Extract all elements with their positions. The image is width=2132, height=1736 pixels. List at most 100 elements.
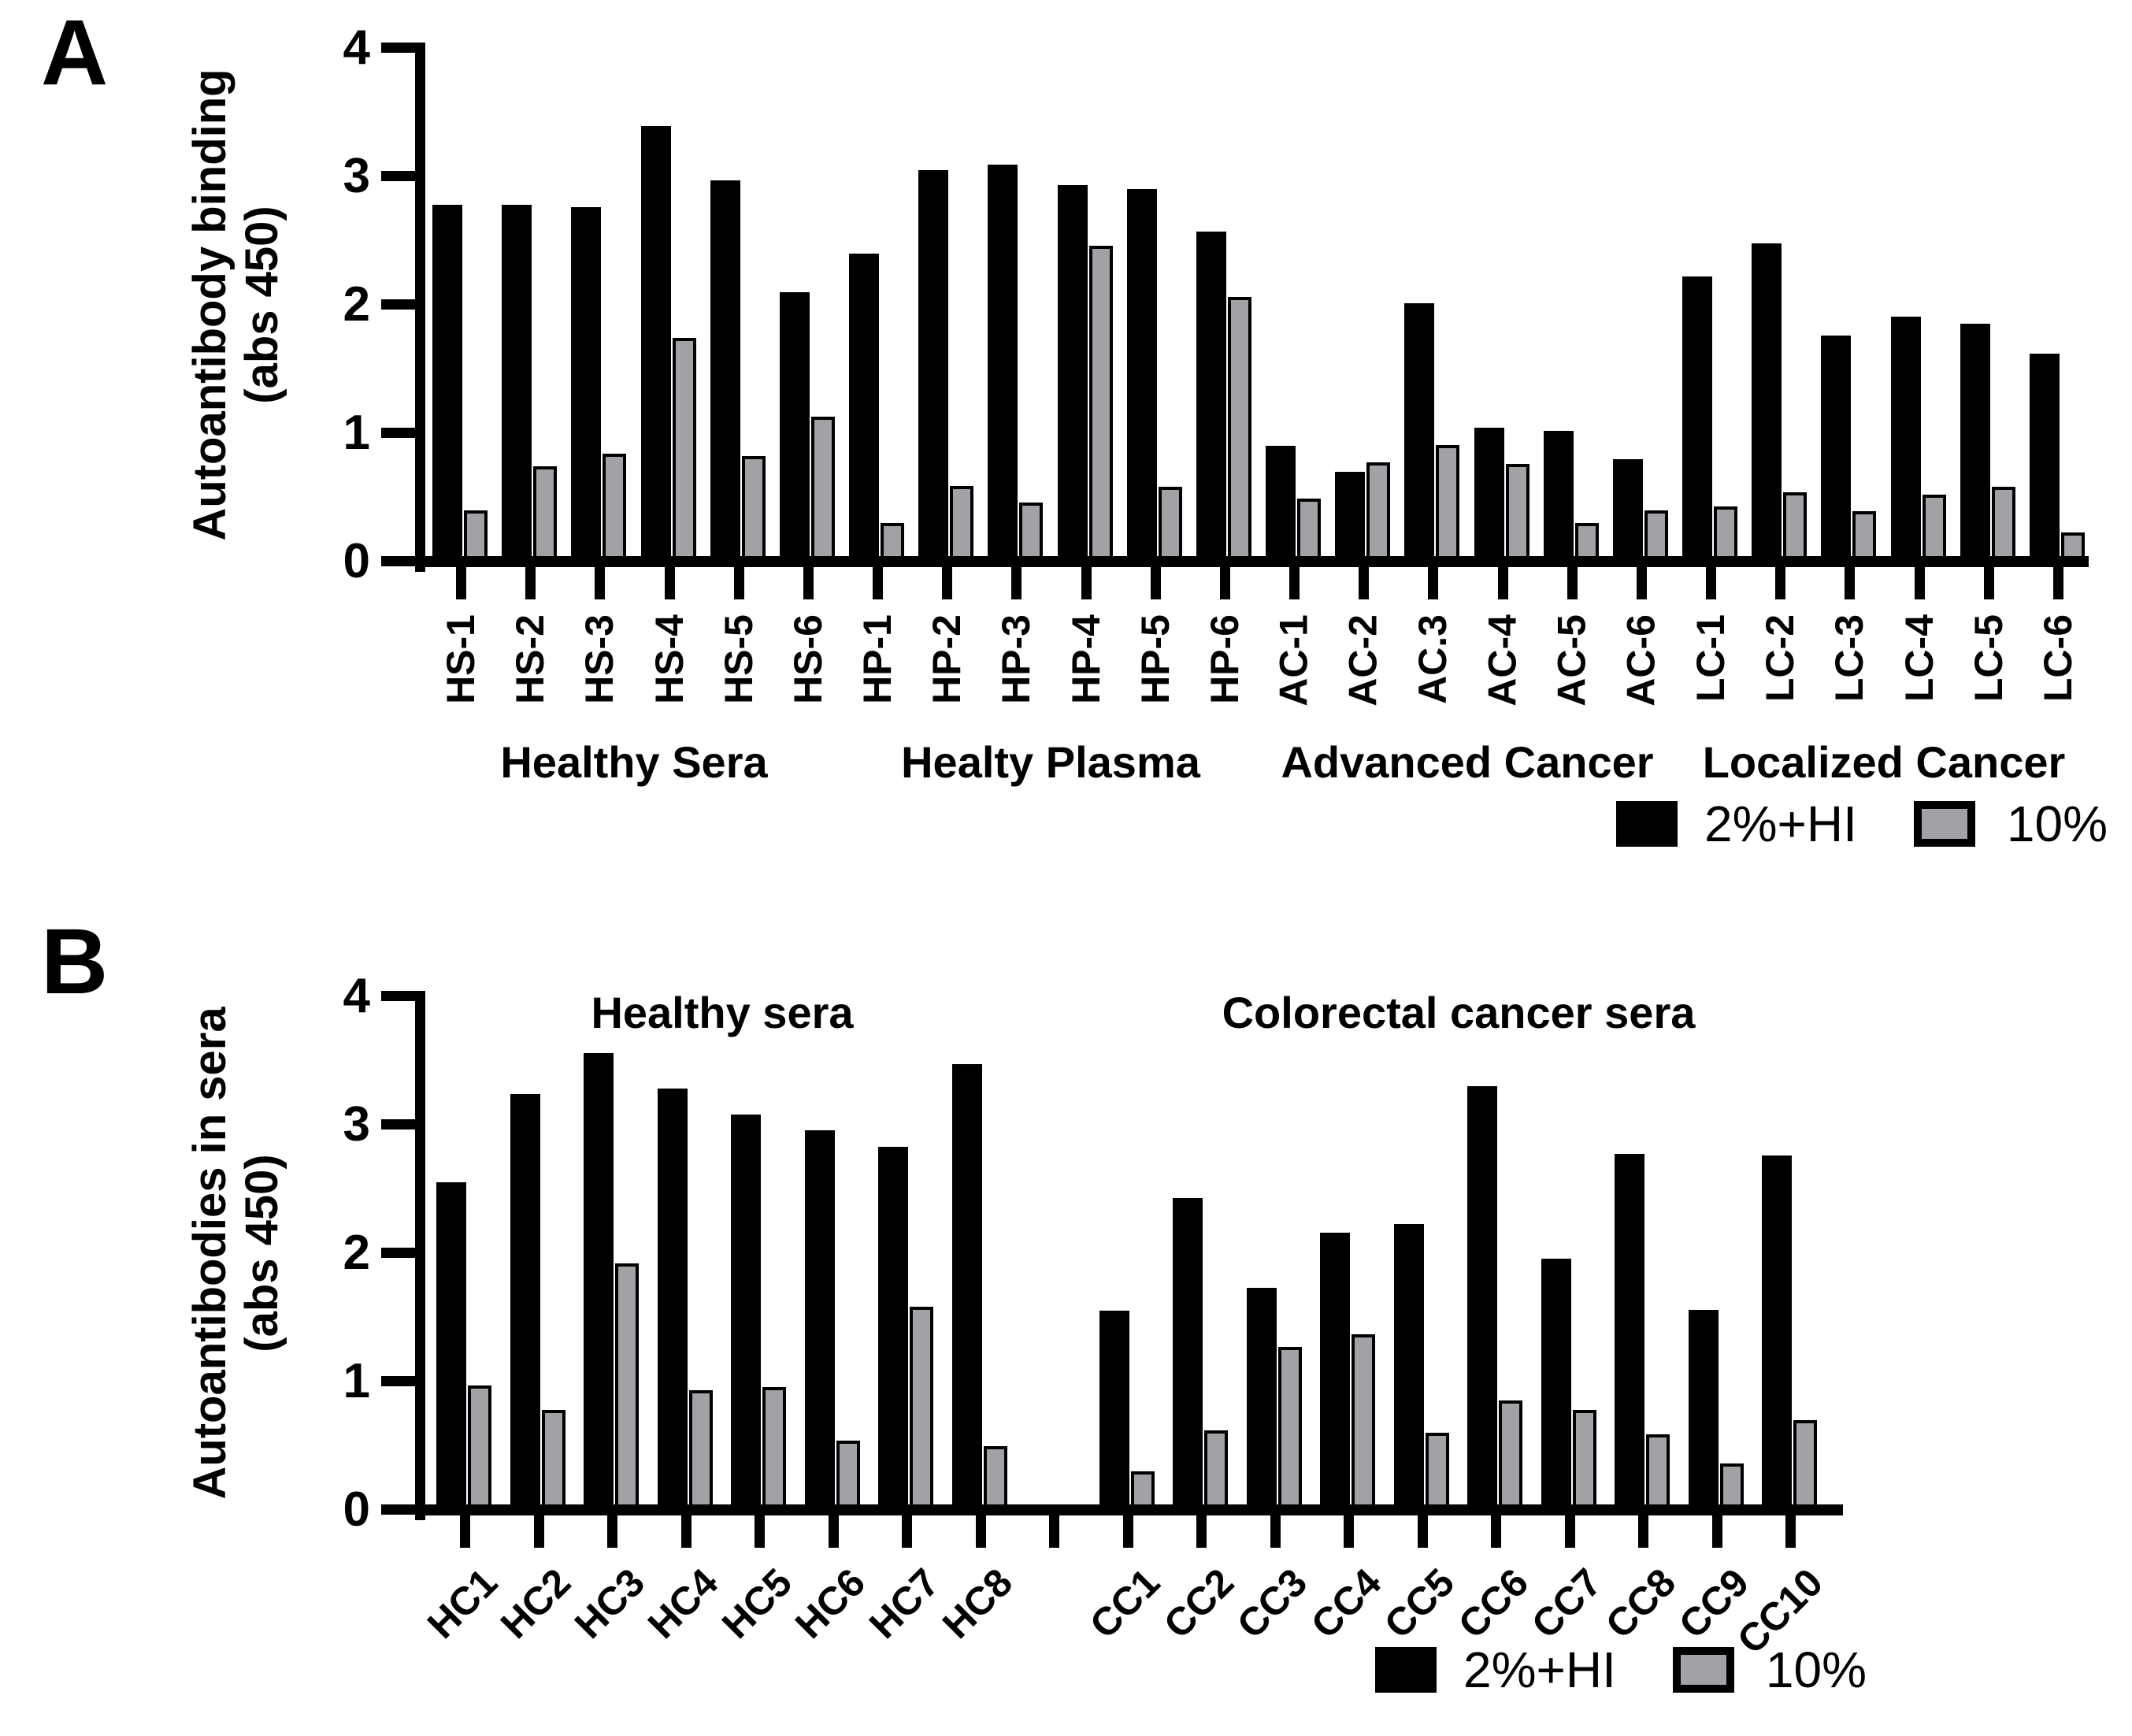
panel-b-x-label-HC4: HC4 <box>639 1560 727 1647</box>
bar-series2-CC8 <box>1646 1434 1670 1510</box>
bar-series1-LC-4 <box>1891 317 1921 562</box>
bar-series1-CC8 <box>1615 1154 1644 1510</box>
panel-a-x-label-HP-6: HP-6 <box>1203 614 1247 704</box>
panel-b-y-tick-label-1: 1 <box>343 1354 370 1408</box>
bar-series2-HS-6 <box>811 417 835 562</box>
bar-series1-HC3 <box>584 1053 614 1510</box>
panel-a-x-label-HS-1: HS-1 <box>439 614 483 704</box>
panel-a-x-tickmark-8 <box>1011 566 1022 599</box>
panel-a-x-tickmark-18 <box>1706 566 1716 599</box>
bar-series1-LC-2 <box>1752 243 1782 562</box>
panel-a-y-axis <box>415 43 425 572</box>
legend-label-series2: 10% <box>2006 796 2108 852</box>
bar-series2-HP-2 <box>950 486 973 562</box>
panel-b-y-tickmark-1 <box>381 1376 415 1386</box>
bar-series1-HP-3 <box>988 165 1018 562</box>
bar-series1-LC-3 <box>1821 336 1851 562</box>
panel-a-x-tickmark-13 <box>1359 566 1369 599</box>
panel-a-x-tickmark-4 <box>734 566 744 599</box>
panel-a-x-tickmark-15 <box>1498 566 1508 599</box>
bar-series1-LC-6 <box>2030 354 2060 562</box>
panel-b-x-tickmark-7 <box>976 1515 986 1548</box>
bar-series1-HS-6 <box>780 292 810 562</box>
panel-b-x-label-HC2: HC2 <box>491 1560 580 1647</box>
bar-series2-AC.3 <box>1436 445 1459 562</box>
bar-series1-AC-6 <box>1613 459 1643 562</box>
panel-b-y-tickmark-3 <box>381 1119 415 1130</box>
bar-series1-CC6 <box>1467 1086 1497 1510</box>
panel-a-y-tickmark-4 <box>381 43 415 53</box>
panel-a-x-label-AC-2: AC-2 <box>1341 614 1385 707</box>
panel-a-x-label-AC-1: AC-1 <box>1272 614 1316 707</box>
panel-a-group-label: Advanced Cancer <box>1281 737 1654 787</box>
bar-series1-LC-5 <box>1960 324 1990 562</box>
panel-a-x-tickmark-6 <box>873 566 883 599</box>
panel-a-x-tickmark-7 <box>942 566 952 599</box>
panel-a-x-label-HP-1: HP-1 <box>855 614 899 704</box>
bar-series2-AC-6 <box>1644 510 1668 562</box>
panel-b-x-label-CC2: CC2 <box>1155 1560 1243 1647</box>
bar-series2-HS-4 <box>673 338 696 562</box>
bar-series2-CC4 <box>1352 1334 1375 1510</box>
bar-series2-HC1 <box>468 1385 491 1510</box>
panel-a-x-tickmark-9 <box>1081 566 1092 599</box>
panel-a-group-label: Healthy Sera <box>500 737 768 787</box>
panel-b-x-label-CC1: CC1 <box>1081 1560 1169 1647</box>
panel-a-x-tickmark-0 <box>456 566 466 599</box>
panel-b-x-tickmark-12 <box>1344 1515 1354 1548</box>
panel-a-x-label-HS-5: HS-5 <box>717 614 761 704</box>
bar-series2-HP-3 <box>1019 503 1043 562</box>
bar-series1-AC-1 <box>1266 446 1296 562</box>
panel-b-x-tickmark-9 <box>1123 1515 1133 1548</box>
panel-a-x-label-AC.3: AC.3 <box>1411 614 1455 704</box>
panel-b-x-tickmark-16 <box>1638 1515 1648 1548</box>
panel-b-group-label: Healthy sera <box>591 988 854 1037</box>
bar-series2-CC7 <box>1573 1410 1596 1510</box>
legend-label-series2: 10% <box>1765 1641 1867 1698</box>
bar-series2-CC9 <box>1720 1463 1744 1510</box>
panel-a-x-label-HS-2: HS-2 <box>508 614 552 704</box>
panel-b-x-label-HC3: HC3 <box>565 1560 654 1647</box>
bar-series1-LC-1 <box>1682 276 1712 562</box>
legend-label-series1: 2%+HI <box>1704 796 1857 852</box>
bar-series2-HP-6 <box>1228 297 1251 562</box>
panel-a-x-axis <box>415 556 2089 567</box>
bar-series2-HP-1 <box>881 523 904 562</box>
bar-series1-CC2 <box>1173 1198 1203 1510</box>
panel-a-y-tickmark-1 <box>381 428 415 438</box>
bar-series1-AC-2 <box>1335 472 1365 562</box>
panel-b-x-label-HC8: HC8 <box>933 1560 1022 1647</box>
panel-a-y-tickmark-2 <box>381 299 415 310</box>
panel-a-x-tickmark-3 <box>665 566 675 599</box>
panel-b-x-tickmark-1 <box>534 1515 544 1548</box>
panel-a-x-label-AC-6: AC-6 <box>1619 614 1663 707</box>
panel-a-y-tick-label-2: 2 <box>343 277 370 332</box>
panel-a-x-tickmark-1 <box>525 566 536 599</box>
bar-series1-AC-5 <box>1544 431 1574 562</box>
bar-series2-AC-2 <box>1366 462 1390 562</box>
bar-series2-HS-1 <box>464 510 488 562</box>
bar-series2-HP-4 <box>1089 246 1113 562</box>
panel-b-x-label-CC4: CC4 <box>1302 1560 1390 1647</box>
bar-series2-HC3 <box>615 1263 639 1510</box>
bar-series2-AC-4 <box>1506 464 1529 562</box>
panel-a-x-label-HP-2: HP-2 <box>925 614 969 704</box>
panel-a-x-label-HP-3: HP-3 <box>994 614 1038 704</box>
panel-a-x-tickmark-20 <box>1845 566 1855 599</box>
bar-series1-CC3 <box>1247 1288 1277 1510</box>
panel-a-y-tickmark-3 <box>381 171 415 181</box>
panel-b-x-tickmark-5 <box>829 1515 839 1548</box>
panel-b-x-label-HC6: HC6 <box>786 1560 874 1647</box>
bar-series2-LC-3 <box>1852 511 1876 562</box>
panel-a-x-tickmark-16 <box>1567 566 1578 599</box>
panel-b-y-tickmark-0 <box>381 1504 415 1515</box>
panel-a-x-label-HS-4: HS-4 <box>647 614 692 704</box>
panel-a-x-label-LC-6: LC-6 <box>2036 614 2080 703</box>
panel-b-y-tick-label-2: 2 <box>343 1226 370 1280</box>
bar-series1-HC4 <box>658 1089 688 1510</box>
bar-series1-HS-4 <box>641 126 671 562</box>
panel-b-x-tickmark-17 <box>1712 1515 1722 1548</box>
panel-b-x-tickmark-13 <box>1418 1515 1428 1548</box>
panel-b-x-tickmark-14 <box>1491 1515 1501 1548</box>
panel-b-x-tickmark-18 <box>1785 1515 1796 1548</box>
